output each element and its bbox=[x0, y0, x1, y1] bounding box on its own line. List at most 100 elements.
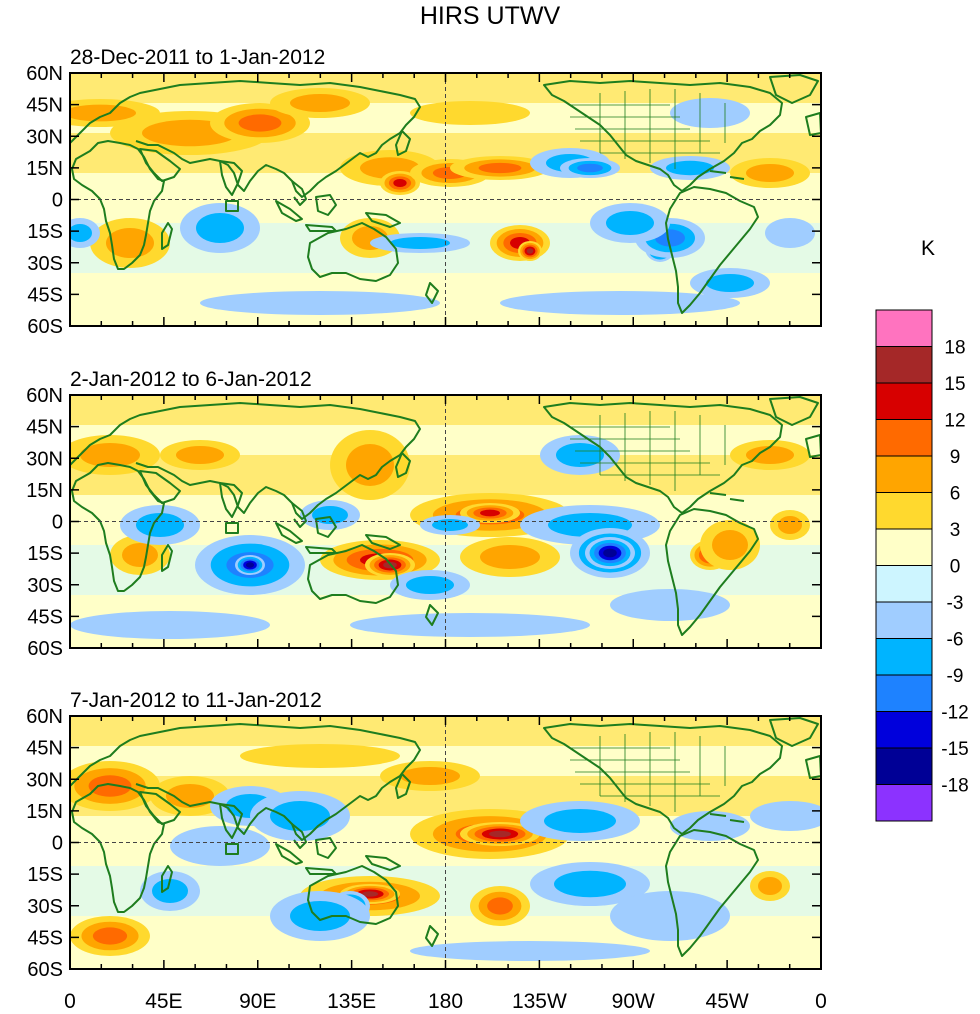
anomaly-contour bbox=[176, 446, 224, 464]
lat-label: 45S bbox=[27, 927, 63, 949]
lat-label: 30N bbox=[26, 448, 63, 470]
colorbar-level-label: 3 bbox=[950, 520, 961, 541]
anomaly-contour bbox=[170, 826, 270, 866]
lat-label: 15N bbox=[26, 801, 63, 823]
lat-label: 15N bbox=[26, 480, 63, 502]
anomaly-contour bbox=[122, 543, 158, 567]
anomaly-contour bbox=[758, 877, 782, 895]
anomaly-contour bbox=[290, 94, 350, 112]
lat-label: 0 bbox=[52, 190, 63, 212]
anomaly-contour bbox=[746, 164, 794, 182]
lat-label: 30S bbox=[27, 896, 63, 918]
map-panel-1: 28-Dec-2011 to 1-Jan-2012 60N 45N 30N 15N 0 15… bbox=[26, 46, 822, 338]
colorbar-level-label: 12 bbox=[944, 411, 965, 432]
colorbar-segment bbox=[875, 565, 933, 603]
lat-label: 30N bbox=[26, 769, 63, 791]
lat-label: 45S bbox=[27, 606, 63, 628]
anomaly-contour bbox=[480, 545, 540, 569]
anomaly-contour bbox=[556, 443, 604, 467]
colorbar-segment bbox=[875, 455, 933, 493]
colorbar-segment bbox=[875, 711, 933, 749]
anomaly-contour bbox=[70, 611, 270, 639]
colorbar-segment bbox=[875, 309, 933, 347]
anomaly-contour bbox=[393, 179, 407, 187]
lat-label: 30S bbox=[27, 575, 63, 597]
anomaly-contour bbox=[70, 104, 136, 122]
anomaly-contour bbox=[712, 530, 748, 560]
lat-label: 0 bbox=[52, 512, 63, 534]
lon-label: 135W bbox=[512, 990, 567, 1013]
colorbar-level-label: 6 bbox=[950, 484, 961, 505]
panel-period-title: 28-Dec-2011 to 1-Jan-2012 bbox=[70, 46, 325, 69]
lat-label: 15S bbox=[27, 864, 63, 886]
lat-label: 15S bbox=[27, 221, 63, 243]
lat-label: 45N bbox=[26, 95, 63, 117]
lat-label: 30S bbox=[27, 253, 63, 275]
lon-label: 90E bbox=[239, 990, 276, 1013]
anomaly-contour bbox=[487, 897, 513, 915]
anomaly-contour bbox=[606, 211, 654, 235]
anomaly-contour bbox=[361, 891, 379, 897]
anomaly-contour bbox=[765, 218, 815, 248]
lat-label: 45N bbox=[26, 738, 63, 760]
heatmap-field bbox=[70, 716, 821, 969]
colorbar-level-label: -9 bbox=[947, 666, 964, 687]
colorbar-level-label: -12 bbox=[941, 703, 968, 724]
anomaly-contour bbox=[480, 509, 500, 517]
anomaly-contour bbox=[666, 160, 714, 176]
anomaly-contour bbox=[526, 248, 534, 254]
longitude-axis-labels: 0 45E 90E 135E 180 135W 90W 45W 0 bbox=[64, 990, 827, 1013]
colorbar-level-label: -15 bbox=[941, 739, 968, 760]
map-panel-2: 2-Jan-2012 to 6-Jan-2012 60N 45N 30N 15N 0 15S… bbox=[26, 368, 822, 660]
lon-label: 45W bbox=[706, 990, 749, 1013]
anomaly-contour bbox=[500, 291, 740, 315]
lat-label: 60S bbox=[27, 959, 63, 981]
anomaly-contour bbox=[290, 901, 350, 931]
anomaly-contour bbox=[544, 809, 616, 833]
anomaly-contour bbox=[245, 562, 255, 568]
anomaly-contour bbox=[136, 513, 184, 537]
map-panels: 28-Dec-2011 to 1-Jan-2012 60N 45N 30N 15N 0 15… bbox=[26, 46, 822, 981]
lon-label: 0 bbox=[815, 990, 827, 1013]
colorbar-segment bbox=[875, 601, 933, 639]
anomaly-contour bbox=[610, 589, 730, 621]
colorbar: K 18 15 12 9 6 3 0 -3 -6 -9 -12 -15 -18 bbox=[875, 237, 969, 822]
colorbar-segment bbox=[875, 747, 933, 785]
figure-title: HIRS UTWV bbox=[420, 2, 561, 30]
lon-label: 0 bbox=[64, 990, 76, 1013]
anomaly-contour bbox=[489, 830, 511, 838]
anomaly-contour bbox=[238, 114, 282, 132]
colorbar-level-label: 18 bbox=[944, 338, 965, 359]
colorbar-level-label: -6 bbox=[947, 630, 964, 651]
lat-label: 60S bbox=[27, 638, 63, 660]
colorbar-segment bbox=[875, 492, 933, 530]
colorbar-units-label: K bbox=[921, 237, 935, 260]
anomaly-contour bbox=[312, 506, 348, 524]
anomaly-contour bbox=[200, 291, 440, 315]
anomaly-contour bbox=[750, 801, 821, 831]
colorbar-segment bbox=[875, 674, 933, 712]
lon-label: 90W bbox=[612, 990, 655, 1013]
anomaly-contour bbox=[554, 870, 626, 898]
anomaly-contour bbox=[670, 98, 750, 128]
panel-period-title: 2-Jan-2012 to 6-Jan-2012 bbox=[70, 368, 312, 391]
anomaly-contour bbox=[410, 101, 530, 125]
anomaly-contour bbox=[706, 274, 754, 292]
colorbar-segment bbox=[875, 784, 933, 822]
lat-label: 45N bbox=[26, 417, 63, 439]
lon-label: 180 bbox=[428, 990, 463, 1013]
anomaly-contour bbox=[240, 744, 400, 768]
colorbar-segment bbox=[875, 419, 933, 457]
anomaly-contour bbox=[406, 576, 454, 594]
anomaly-contour bbox=[390, 237, 450, 249]
colorbar-level-label: 0 bbox=[950, 557, 961, 578]
anomaly-contour bbox=[410, 941, 650, 961]
lat-label: 60N bbox=[26, 706, 63, 728]
anomaly-contour bbox=[88, 775, 132, 797]
colorbar-level-label: -3 bbox=[947, 593, 964, 614]
heatmap-field bbox=[70, 73, 821, 326]
anomaly-contour bbox=[92, 927, 128, 945]
heatmap-field bbox=[70, 395, 821, 648]
anomaly-contour bbox=[270, 801, 330, 831]
